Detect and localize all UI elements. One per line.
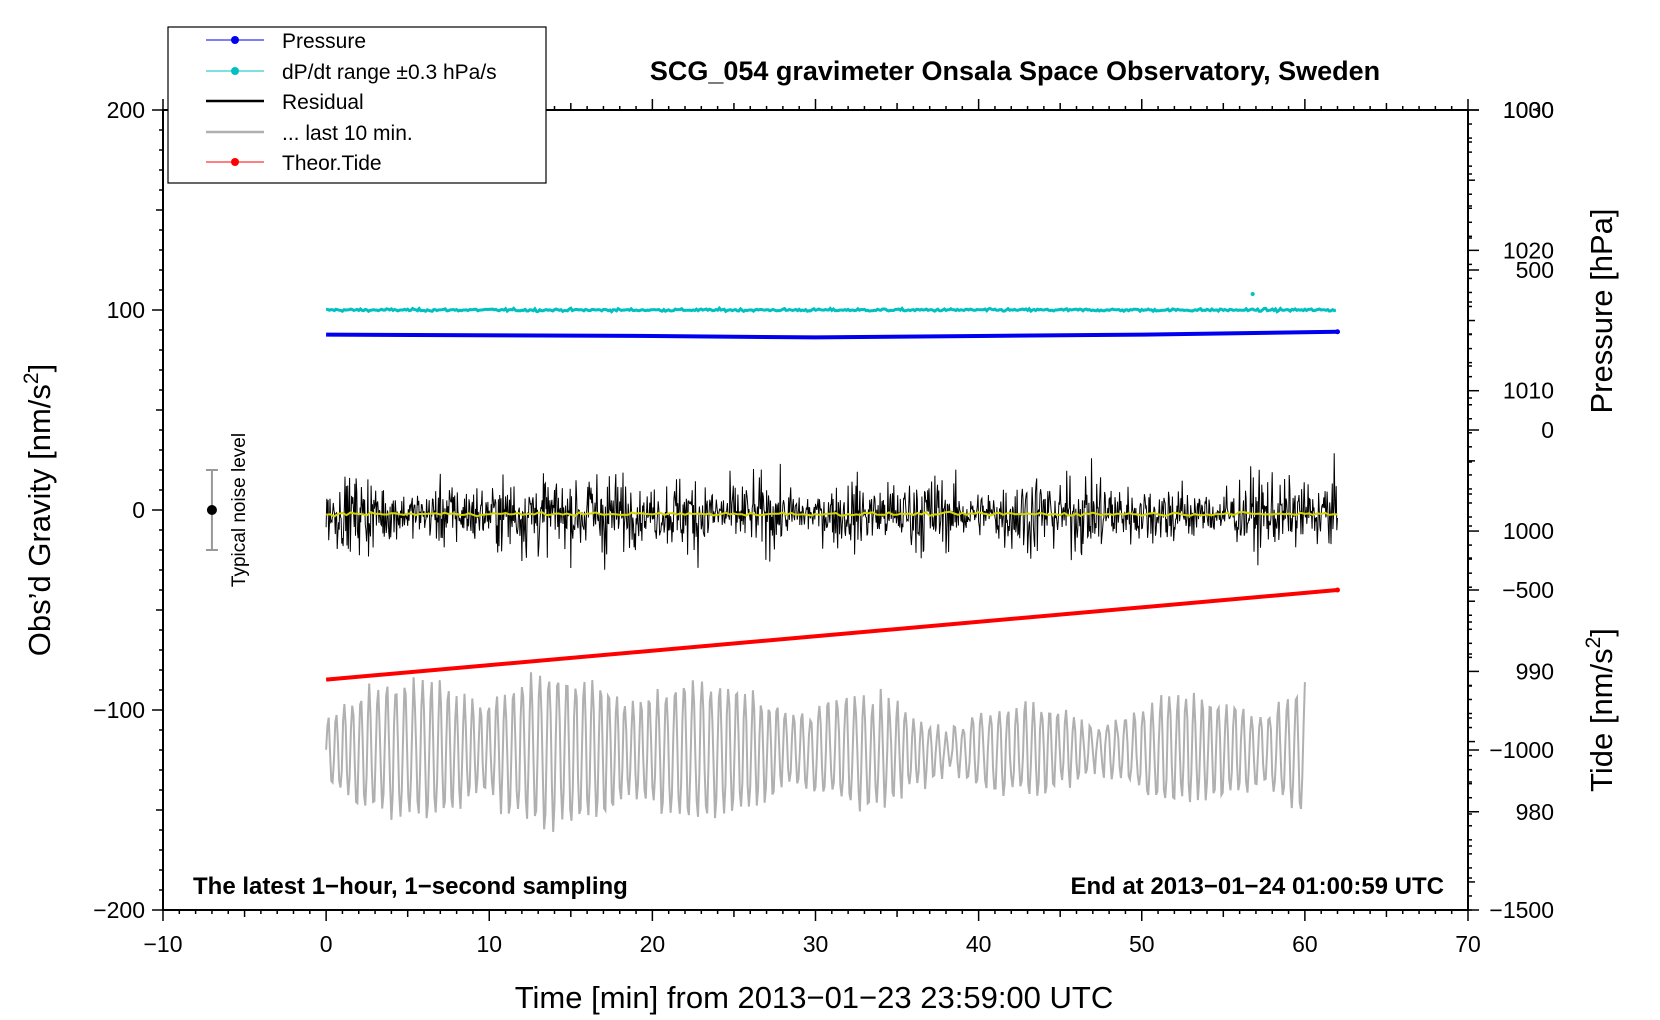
residual-line <box>325 453 1338 570</box>
legend-label-dpdt: dP/dt range ±0.3 hPa/s <box>282 61 497 84</box>
y-tick-label: 200 <box>107 97 145 123</box>
x-tick-label: 40 <box>966 931 992 957</box>
x-tick-label: 20 <box>640 931 666 957</box>
pressure-end-point <box>1335 329 1340 335</box>
tide-tick-label: −1500 <box>1489 897 1554 923</box>
pressure-tick-label: 1020 <box>1503 237 1554 263</box>
x-tick-label: −10 <box>143 931 182 957</box>
pressure-tick-label: 980 <box>1516 799 1554 825</box>
pressure-tick-label: 1000 <box>1503 518 1554 544</box>
tide-tick-label: −1000 <box>1489 737 1554 763</box>
tide-tick-label: 1000 <box>1503 97 1554 123</box>
sampling-note: The latest 1−hour, 1−second sampling <box>193 873 628 900</box>
legend-label-residual: Residual <box>282 91 364 114</box>
x-tick-label: 0 <box>320 931 333 957</box>
tide-line <box>325 588 1338 682</box>
noise-label: Typical noise level <box>229 433 250 587</box>
legend-label-pressure: Pressure <box>282 30 366 53</box>
x-tick-label: 60 <box>1292 931 1318 957</box>
pressure-tick-label: 1010 <box>1503 378 1554 404</box>
x-tick-label: 10 <box>476 931 502 957</box>
tide-tick-label: 0 <box>1541 417 1554 443</box>
y-tick-label: −100 <box>93 697 145 723</box>
y-tick-label: 100 <box>107 297 145 323</box>
legend-label-last10: ... last 10 min. <box>282 122 413 145</box>
tide-tick-label: 500 <box>1516 257 1554 283</box>
x-tick-label: 70 <box>1455 931 1481 957</box>
legend-marker-dpdt <box>231 67 239 75</box>
last10-line <box>325 672 1306 832</box>
y-tick-label: 0 <box>132 497 145 523</box>
end-time-note: End at 2013−01−24 01:00:59 UTC <box>1070 873 1444 900</box>
axis-ticks: −10 0 10 20 30 40 50 60 70−200−10001002009809901… <box>93 97 1554 957</box>
pressure-line <box>326 329 1338 340</box>
pressure-tick-label: 1030 <box>1503 97 1554 123</box>
legend-label-tide: Theor.Tide <box>282 152 382 175</box>
x-tick-label: 30 <box>803 931 829 957</box>
y-axis-title-tide: Tide [nm/s2] <box>1582 628 1619 792</box>
y-tick-label: −200 <box>93 897 145 923</box>
legend: Pressure dP/dt range ±0.3 hPa/s Residual… <box>167 26 547 184</box>
chart-title: SCG_054 gravimeter Onsala Space Observat… <box>650 56 1380 86</box>
noise-indicator: Typical noise level <box>205 433 250 587</box>
dpdt-spike <box>1250 292 1255 296</box>
tide-tick-label: −500 <box>1502 577 1554 603</box>
legend-box <box>167 26 547 184</box>
dpdt-line <box>325 305 1337 314</box>
pressure-tick-label: 990 <box>1516 658 1554 684</box>
residual-mean-line <box>326 510 1338 518</box>
data-series <box>325 292 1340 832</box>
legend-marker-pressure <box>231 36 239 44</box>
y-axis-title-pressure: Pressure [hPa] <box>1584 208 1619 413</box>
legend-marker-tide <box>231 158 239 166</box>
x-tick-label: 50 <box>1129 931 1155 957</box>
tide-end-point <box>1335 587 1340 593</box>
y-axis-title-left: Obs’d Gravity [nm/s2] <box>20 364 57 657</box>
x-axis-title: Time [min] from 2013−01−23 23:59:00 UTC <box>515 980 1114 1015</box>
noise-center-dot <box>206 505 217 515</box>
